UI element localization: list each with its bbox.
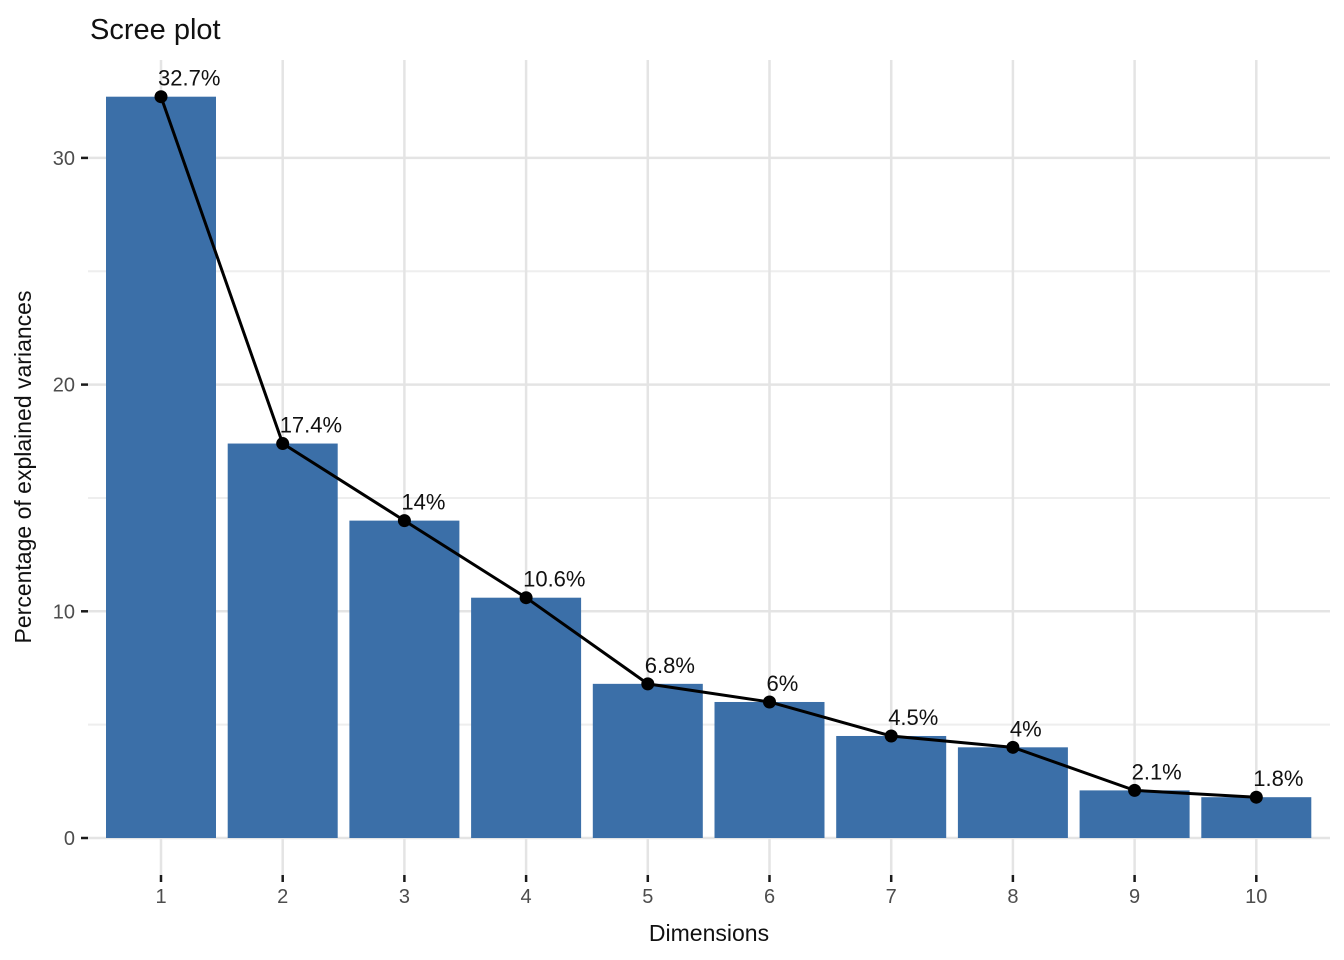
y-tick-label: 30	[53, 148, 75, 170]
data-point	[641, 677, 655, 691]
scree-line-layer	[154, 90, 1263, 804]
x-tick-label: 9	[1129, 886, 1140, 908]
y-tick-label: 10	[53, 601, 75, 623]
value-label: 6%	[767, 671, 799, 696]
x-tick-label: 7	[886, 886, 897, 908]
y-tick-label: 20	[53, 375, 75, 397]
x-tick-label: 2	[277, 886, 288, 908]
bar	[592, 683, 703, 838]
bar	[836, 735, 947, 838]
data-point	[1006, 740, 1020, 754]
bar	[957, 747, 1068, 838]
y-tick-labels: 0 10 20 30	[53, 148, 75, 850]
data-point	[1249, 790, 1263, 804]
x-tick-label: 3	[399, 886, 410, 908]
value-label: 32.7%	[158, 66, 220, 91]
x-tick-label: 6	[764, 886, 775, 908]
data-point	[519, 591, 533, 605]
bar	[1079, 790, 1190, 838]
axis-tick-marks	[81, 156, 1258, 882]
bar	[1201, 797, 1312, 838]
bar	[106, 96, 216, 839]
value-label: 17.4%	[280, 413, 342, 438]
bar	[349, 520, 460, 838]
chart-title: Scree plot	[90, 14, 221, 46]
value-label: 4.5%	[888, 705, 938, 730]
scree-line	[159, 96, 1257, 799]
bar	[471, 597, 582, 838]
value-label: 10.6%	[523, 567, 585, 592]
value-label: 4%	[1010, 716, 1042, 741]
x-tick-label: 8	[1007, 886, 1018, 908]
data-point	[154, 90, 168, 104]
x-tick-label: 1	[155, 886, 166, 908]
data-point	[884, 729, 898, 743]
x-tick-label: 10	[1245, 886, 1267, 908]
y-axis-title: Percentage of explained variances	[10, 291, 36, 644]
x-axis-title: Dimensions	[649, 920, 769, 946]
data-point	[763, 695, 776, 709]
data-point	[276, 437, 290, 451]
bar	[714, 701, 825, 838]
data-point	[397, 514, 411, 528]
value-label: 6.8%	[645, 653, 695, 678]
y-tick-label: 0	[64, 828, 75, 850]
x-tick-label: 5	[642, 886, 653, 908]
bars	[106, 96, 1312, 839]
value-label: 14%	[401, 490, 445, 515]
value-label: 2.1%	[1132, 759, 1182, 784]
value-labels: 32.7% 17.4% 14% 10.6% 6.8% 6% 4.5% 4% 2.1% 1.8%	[158, 66, 1303, 792]
data-point	[1128, 783, 1142, 797]
value-label: 1.8%	[1253, 766, 1303, 791]
bar	[227, 443, 338, 838]
x-tick-label: 4	[521, 886, 532, 908]
x-tick-labels: 1 2 3 4 5 6 7 8 9 10	[155, 886, 1267, 908]
